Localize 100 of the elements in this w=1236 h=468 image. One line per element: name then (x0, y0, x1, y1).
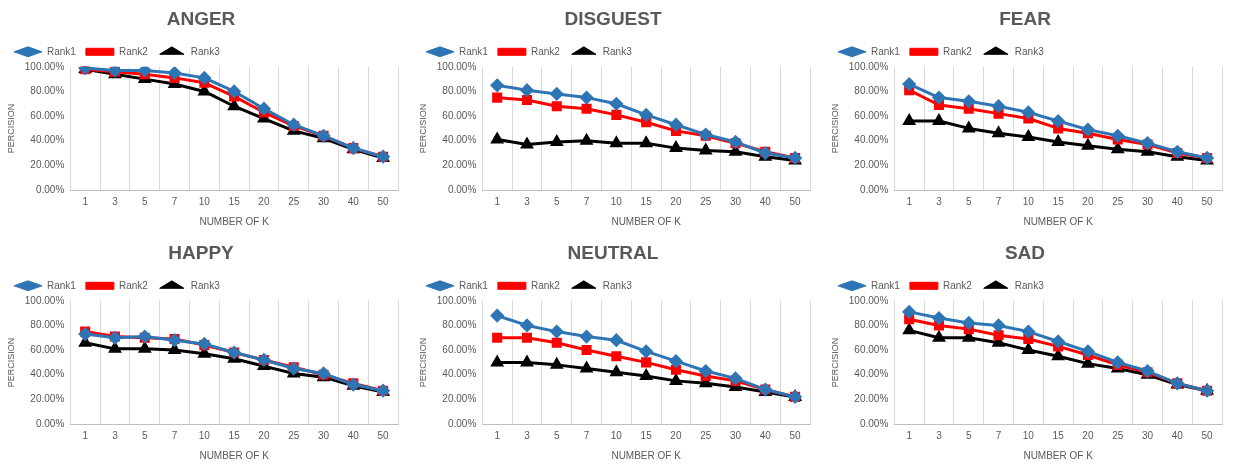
x-tick-label: 40 (759, 429, 772, 441)
x-tick-label: 7 (995, 195, 1002, 207)
x-tick-label: 1 (494, 195, 501, 207)
y-tick-label: 100.00% (24, 294, 65, 306)
y-tick-label: 0.00% (447, 417, 477, 429)
y-tick-label: 40.00% (30, 368, 65, 380)
x-tick-label: 5 (965, 195, 972, 207)
x-tick-label: 20 (258, 429, 270, 441)
x-tick-label: 40 (347, 429, 360, 441)
x-tick-label: 1 (82, 195, 89, 207)
x-tick-label: 20 (1082, 195, 1094, 207)
legend-label: Rank1 (871, 279, 901, 291)
x-axis-title: NUMBER OF K (199, 449, 270, 461)
y-tick-label: 20.00% (442, 159, 477, 171)
x-tick-label: 50 (1201, 195, 1214, 207)
legend-label: Rank2 (942, 279, 973, 291)
legend-label: Rank3 (1014, 45, 1045, 57)
y-axis-title: PERCISION (5, 103, 16, 154)
y-tick-label: 100.00% (848, 60, 889, 72)
x-tick-label: 40 (1171, 429, 1184, 441)
x-tick-label: 5 (965, 429, 972, 441)
legend-label: Rank2 (530, 279, 561, 291)
x-tick-label: 30 (317, 429, 330, 441)
x-tick-label: 7 (171, 429, 178, 441)
y-tick-label: 60.00% (854, 343, 889, 355)
x-tick-label: 20 (670, 429, 682, 441)
chart-title: NEUTRAL (567, 241, 659, 263)
x-tick-label: 25 (1112, 429, 1124, 441)
y-tick-label: 20.00% (854, 159, 889, 171)
legend-label: Rank3 (602, 45, 633, 57)
y-tick-label: 60.00% (442, 343, 477, 355)
y-tick-label: 60.00% (30, 109, 65, 121)
x-tick-label: 3 (524, 195, 531, 207)
chart-title: DISGUEST (564, 7, 662, 29)
x-tick-label: 50 (1201, 429, 1214, 441)
y-tick-label: 0.00% (859, 183, 889, 195)
x-tick-label: 10 (198, 195, 211, 207)
x-tick-label: 3 (936, 195, 943, 207)
x-tick-label: 30 (729, 429, 742, 441)
legend-label: Rank1 (459, 279, 489, 291)
y-tick-label: 100.00% (24, 60, 65, 72)
legend-label: Rank2 (118, 45, 149, 57)
x-tick-label: 30 (1141, 429, 1154, 441)
y-tick-label: 20.00% (442, 393, 477, 405)
y-tick-label: 20.00% (30, 159, 65, 171)
x-tick-label: 25 (700, 195, 712, 207)
x-tick-label: 5 (553, 195, 560, 207)
y-tick-label: 0.00% (35, 417, 65, 429)
legend-label: Rank1 (459, 45, 489, 57)
legend-label: Rank1 (47, 279, 77, 291)
x-tick-label: 25 (700, 429, 712, 441)
x-tick-label: 7 (583, 429, 590, 441)
x-tick-label: 50 (789, 429, 802, 441)
x-tick-label: 3 (112, 429, 119, 441)
x-tick-label: 10 (198, 429, 211, 441)
x-tick-label: 25 (288, 195, 300, 207)
x-tick-label: 30 (317, 195, 330, 207)
x-tick-label: 40 (759, 195, 772, 207)
y-tick-label: 0.00% (859, 417, 889, 429)
x-tick-label: 7 (583, 195, 590, 207)
legend-label: Rank3 (190, 45, 221, 57)
x-tick-label: 5 (141, 429, 148, 441)
x-tick-label: 15 (228, 195, 241, 207)
x-tick-label: 25 (1112, 195, 1124, 207)
x-tick-label: 1 (906, 195, 913, 207)
y-tick-label: 60.00% (442, 109, 477, 121)
x-axis-title: NUMBER OF K (611, 449, 682, 461)
y-tick-label: 60.00% (854, 109, 889, 121)
chart-title: HAPPY (168, 241, 235, 263)
x-tick-label: 20 (258, 195, 270, 207)
legend-label: Rank2 (530, 45, 561, 57)
x-tick-label: 15 (640, 195, 653, 207)
y-axis-title: PERCISION (417, 337, 428, 388)
y-axis-title: PERCISION (829, 337, 840, 388)
y-axis-title: PERCISION (829, 103, 840, 154)
y-tick-label: 80.00% (442, 85, 477, 97)
x-tick-label: 25 (288, 429, 300, 441)
x-tick-label: 15 (1052, 429, 1065, 441)
x-axis-title: NUMBER OF K (1023, 215, 1094, 227)
y-tick-label: 100.00% (436, 60, 477, 72)
x-tick-label: 40 (1171, 195, 1184, 207)
x-tick-label: 10 (610, 429, 623, 441)
x-tick-label: 50 (789, 195, 802, 207)
x-tick-label: 40 (347, 195, 360, 207)
y-tick-label: 40.00% (854, 134, 889, 146)
x-tick-label: 1 (494, 429, 501, 441)
x-tick-label: 7 (171, 195, 178, 207)
x-tick-label: 1 (906, 429, 913, 441)
y-tick-label: 20.00% (30, 393, 65, 405)
x-axis-title: NUMBER OF K (199, 215, 270, 227)
x-tick-label: 10 (1022, 429, 1035, 441)
legend-label: Rank1 (871, 45, 901, 57)
chart-title: FEAR (999, 7, 1052, 29)
y-tick-label: 40.00% (442, 368, 477, 380)
x-tick-label: 3 (112, 195, 119, 207)
x-tick-label: 30 (1141, 195, 1154, 207)
y-tick-label: 80.00% (442, 319, 477, 331)
x-tick-label: 7 (995, 429, 1002, 441)
legend-label: Rank3 (602, 279, 633, 291)
x-tick-label: 50 (377, 195, 390, 207)
